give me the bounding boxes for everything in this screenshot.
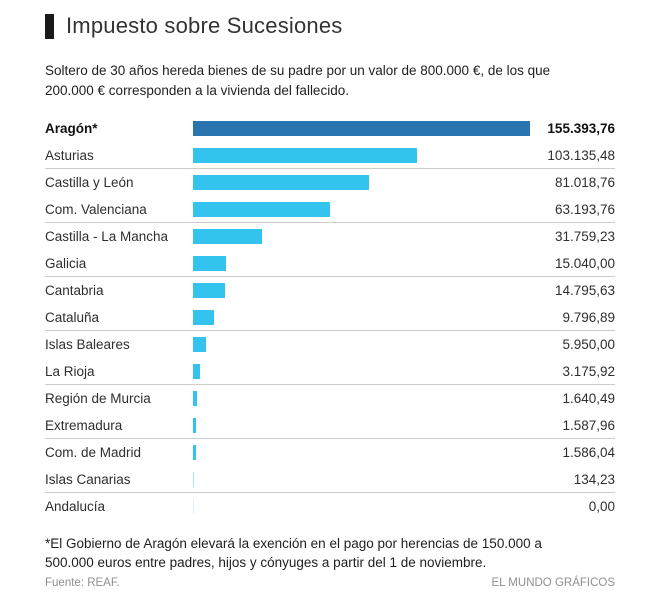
category-label: Islas Canarias	[45, 472, 131, 487]
chart-row: Com. de Madrid 1.586,04	[45, 439, 615, 466]
chart-row: Com. Valenciana 63.193,76	[45, 196, 615, 223]
source-row: Fuente: REAF. EL MUNDO GRÁFICOS	[45, 577, 615, 589]
category-label: Com. Valenciana	[45, 202, 147, 217]
category-label: Cataluña	[45, 310, 100, 325]
value-label: 5.950,00	[562, 337, 615, 352]
category-label: Cantabria	[45, 283, 104, 298]
bar	[193, 283, 226, 298]
bar-chart: Aragón* 155.393,76 Asturias 103.135,48 Casti…	[45, 115, 615, 520]
chart-row: Castilla y León 81.018,76	[45, 169, 615, 196]
chart-rows: Aragón* 155.393,76 Asturias 103.135,48 Casti…	[45, 115, 615, 520]
bar	[193, 310, 215, 325]
category-label: Galicia	[45, 256, 87, 271]
chart-row: Cantabria 14.795,63	[45, 277, 615, 304]
bar	[193, 472, 194, 487]
chart-row: La Rioja 3.175,92	[45, 358, 615, 385]
bar	[193, 445, 197, 460]
bar	[193, 229, 262, 244]
bar	[193, 256, 226, 271]
value-label: 0,00	[588, 499, 615, 514]
category-label: Castilla - La Mancha	[45, 229, 169, 244]
credit-label: EL MUNDO GRÁFICOS	[491, 577, 615, 589]
value-label: 81.018,76	[554, 175, 615, 190]
value-label: 14.795,63	[554, 283, 615, 298]
chart-subtitle: Soltero de 30 años hereda bienes de su p…	[45, 63, 551, 98]
bar	[193, 202, 330, 217]
value-label: 1.640,49	[562, 391, 615, 406]
value-label: 9.796,89	[562, 310, 615, 325]
chart-row: Castilla - La Mancha 31.759,23	[45, 223, 615, 250]
value-label: 15.040,00	[554, 256, 615, 271]
category-label: Islas Baleares	[45, 337, 130, 352]
chart-row: Aragón* 155.393,76	[45, 115, 615, 142]
bar	[193, 337, 206, 352]
chart-row: Extremadura 1.587,96	[45, 412, 615, 439]
chart-row: Islas Baleares 5.950,00	[45, 331, 615, 358]
bar	[193, 148, 417, 163]
category-label: Castilla y León	[45, 175, 134, 190]
chart-row: Asturias 103.135,48	[45, 142, 615, 169]
category-label: Extremadura	[45, 418, 123, 433]
value-label: 134,23	[573, 472, 615, 487]
chart-row: Islas Canarias 134,23	[45, 466, 615, 493]
value-label: 3.175,92	[562, 364, 615, 379]
footnote: *El Gobierno de Aragón elevará la exenci…	[45, 536, 542, 570]
category-label: Asturias	[45, 148, 94, 163]
value-label: 63.193,76	[554, 202, 615, 217]
category-label: Com. de Madrid	[45, 445, 142, 460]
bar	[193, 364, 200, 379]
value-label: 103.135,48	[547, 148, 615, 163]
source-label: Fuente: REAF.	[45, 577, 120, 589]
header: Impuesto sobre Sucesiones	[45, 13, 615, 39]
category-label: Región de Murcia	[45, 391, 151, 406]
chart-row: Galicia 15.040,00	[45, 250, 615, 277]
chart-row: Cataluña 9.796,89	[45, 304, 615, 331]
chart-row: Región de Murcia 1.640,49	[45, 385, 615, 412]
value-label: 31.759,23	[554, 229, 615, 244]
bar	[193, 121, 530, 136]
bar	[193, 175, 369, 190]
category-label: La Rioja	[45, 364, 95, 379]
chart-row: Andalucía 0,00	[45, 493, 615, 520]
bar	[193, 418, 197, 433]
category-label: Aragón*	[45, 121, 98, 136]
value-label: 1.587,96	[562, 418, 615, 433]
category-label: Andalucía	[45, 499, 106, 514]
bar	[193, 391, 197, 406]
value-label: 155.393,76	[547, 121, 615, 136]
value-label: 1.586,04	[562, 445, 615, 460]
bar	[193, 499, 194, 514]
title-marker	[45, 13, 54, 39]
page-title: Impuesto sobre Sucesiones	[66, 13, 343, 38]
